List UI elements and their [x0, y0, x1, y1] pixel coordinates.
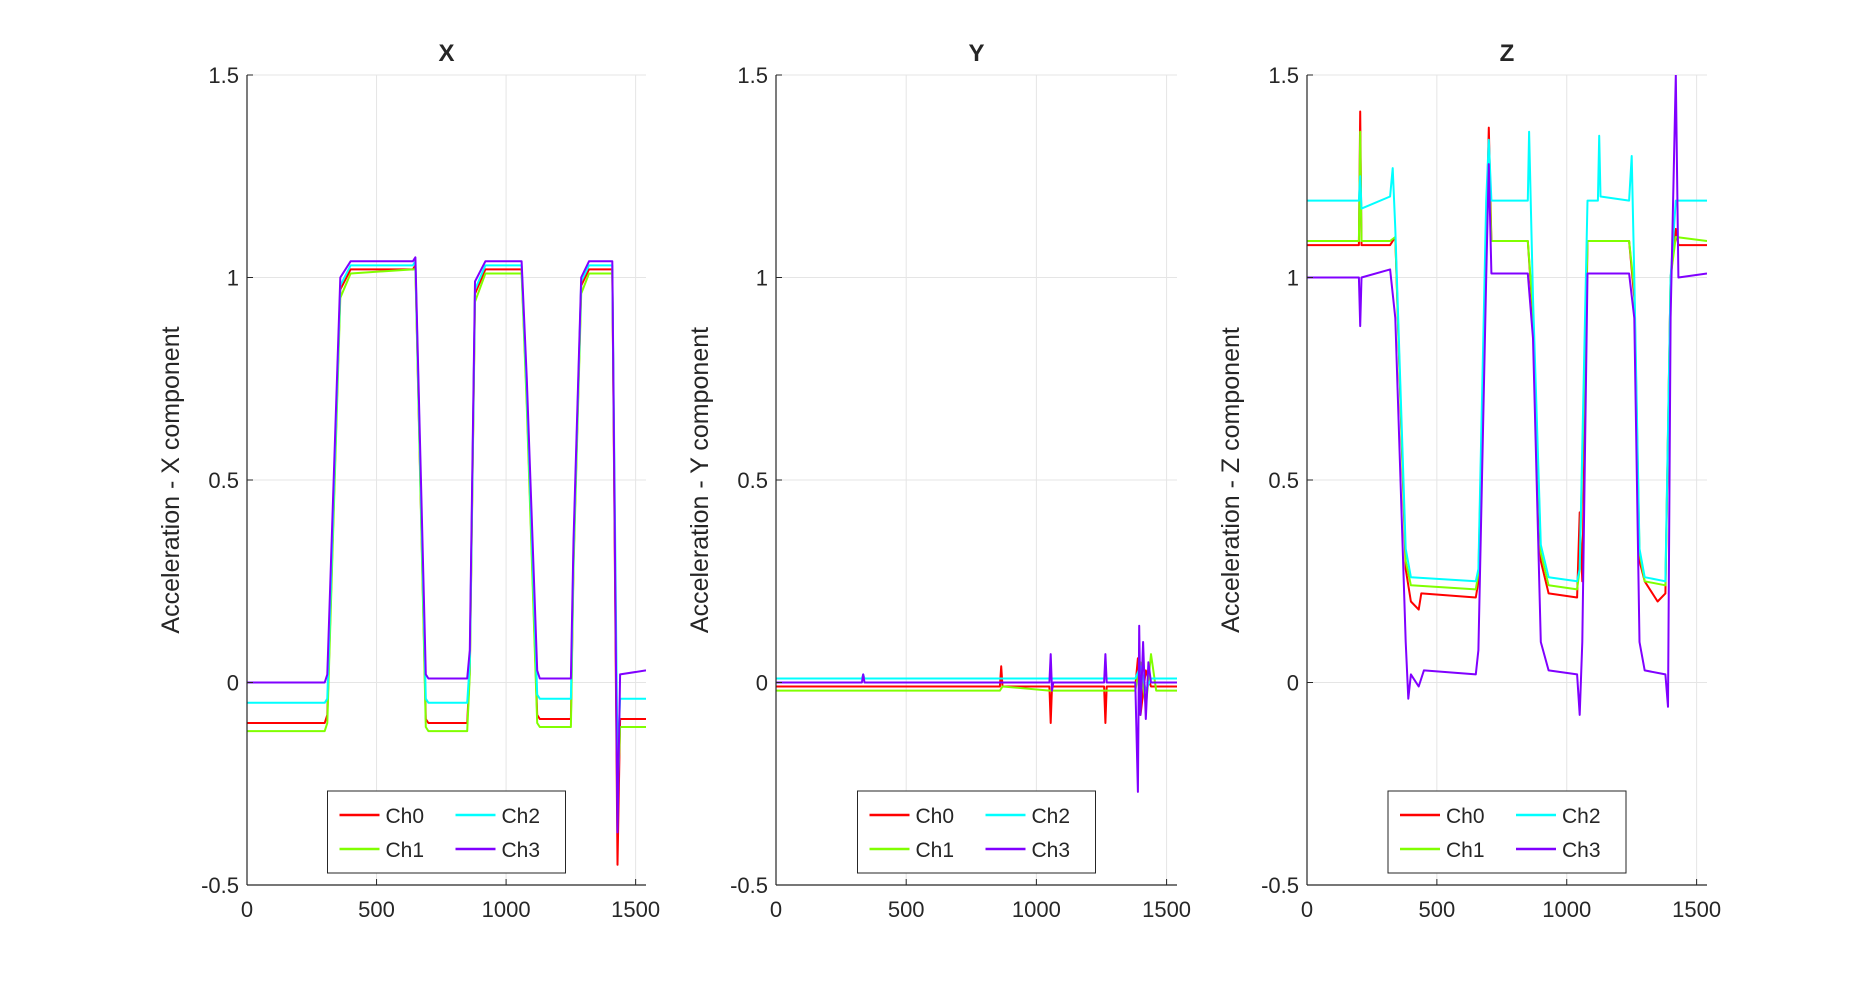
legend: Ch0 Ch2 Ch1 Ch3: [1387, 790, 1627, 874]
legend: Ch0 Ch2 Ch1 Ch3: [327, 790, 566, 874]
y-tick-label: 0.5: [737, 468, 768, 493]
x-tick-label: 0: [1301, 897, 1313, 922]
series-line-ch1: [247, 268, 646, 805]
series-line-ch2: [1307, 130, 1707, 583]
y-tick-label: 0.5: [208, 468, 239, 493]
y-tick-label: 1.5: [737, 63, 768, 88]
y-tick-label: 0.5: [1268, 468, 1299, 493]
chart-title: Z: [1500, 40, 1515, 67]
y-tick-label: -0.5: [730, 873, 768, 898]
legend-label-ch3: Ch3: [502, 839, 541, 862]
x-tick-label: 0: [241, 897, 253, 922]
x-tick-label: 500: [358, 897, 395, 922]
series-line-ch1: [776, 653, 1177, 708]
y-tick-label: 0: [1287, 671, 1299, 696]
series-line-ch3: [247, 256, 646, 834]
x-tick-label: 1000: [482, 897, 531, 922]
legend-box: [1387, 790, 1627, 874]
legend-label-ch1: Ch1: [916, 839, 955, 862]
y-tick-label: -0.5: [201, 873, 239, 898]
y-tick-label: 1.5: [1268, 63, 1299, 88]
y-tick-label: 0: [756, 671, 768, 696]
series-group: [1307, 75, 1707, 716]
series-line-ch2: [247, 260, 646, 765]
x-tick-label: 1500: [1672, 897, 1721, 922]
y-axis-label: Acceleration - X component: [157, 326, 185, 633]
legend-label-ch0: Ch0: [386, 805, 425, 828]
legend-label-ch3: Ch3: [1032, 839, 1071, 862]
legend-label-ch1: Ch1: [386, 839, 425, 862]
legend-label-ch1: Ch1: [1446, 839, 1485, 862]
series-line-ch0: [247, 264, 646, 866]
y-tick-label: 1: [756, 266, 768, 291]
y-axis-label: Acceleration - Z component: [1217, 327, 1245, 633]
x-tick-label: 1000: [1542, 897, 1591, 922]
x-tick-label: 500: [1419, 897, 1456, 922]
legend-label-ch2: Ch2: [502, 805, 541, 828]
legend-box: [327, 790, 566, 874]
y-axis-label: Acceleration - Y component: [686, 327, 714, 633]
legend-label-ch2: Ch2: [1032, 805, 1071, 828]
legend-label-ch2: Ch2: [1562, 805, 1601, 828]
x-tick-label: 1500: [1142, 897, 1191, 922]
legend-label-ch0: Ch0: [916, 805, 955, 828]
x-tick-label: 1500: [611, 897, 660, 922]
legend-label-ch0: Ch0: [1446, 805, 1485, 828]
y-tick-label: -0.5: [1261, 873, 1299, 898]
series-group: [776, 624, 1177, 793]
y-tick-label: 1: [227, 266, 239, 291]
x-tick-label: 500: [888, 897, 925, 922]
chart-title: Y: [968, 40, 984, 67]
x-tick-label: 0: [770, 897, 782, 922]
x-tick-label: 1000: [1012, 897, 1061, 922]
series-line-ch3: [776, 624, 1177, 793]
series-line-ch0: [776, 657, 1177, 724]
series-line-ch3: [1307, 75, 1707, 716]
series-line-ch0: [1307, 110, 1707, 611]
chart-title: X: [438, 40, 454, 67]
legend: Ch0 Ch2 Ch1 Ch3: [857, 790, 1096, 874]
legend-label-ch3: Ch3: [1562, 839, 1601, 862]
y-tick-label: 0: [227, 671, 239, 696]
legend-box: [857, 790, 1096, 874]
y-tick-label: 1.5: [208, 63, 239, 88]
y-tick-label: 1: [1287, 266, 1299, 291]
series-group: [247, 256, 646, 866]
